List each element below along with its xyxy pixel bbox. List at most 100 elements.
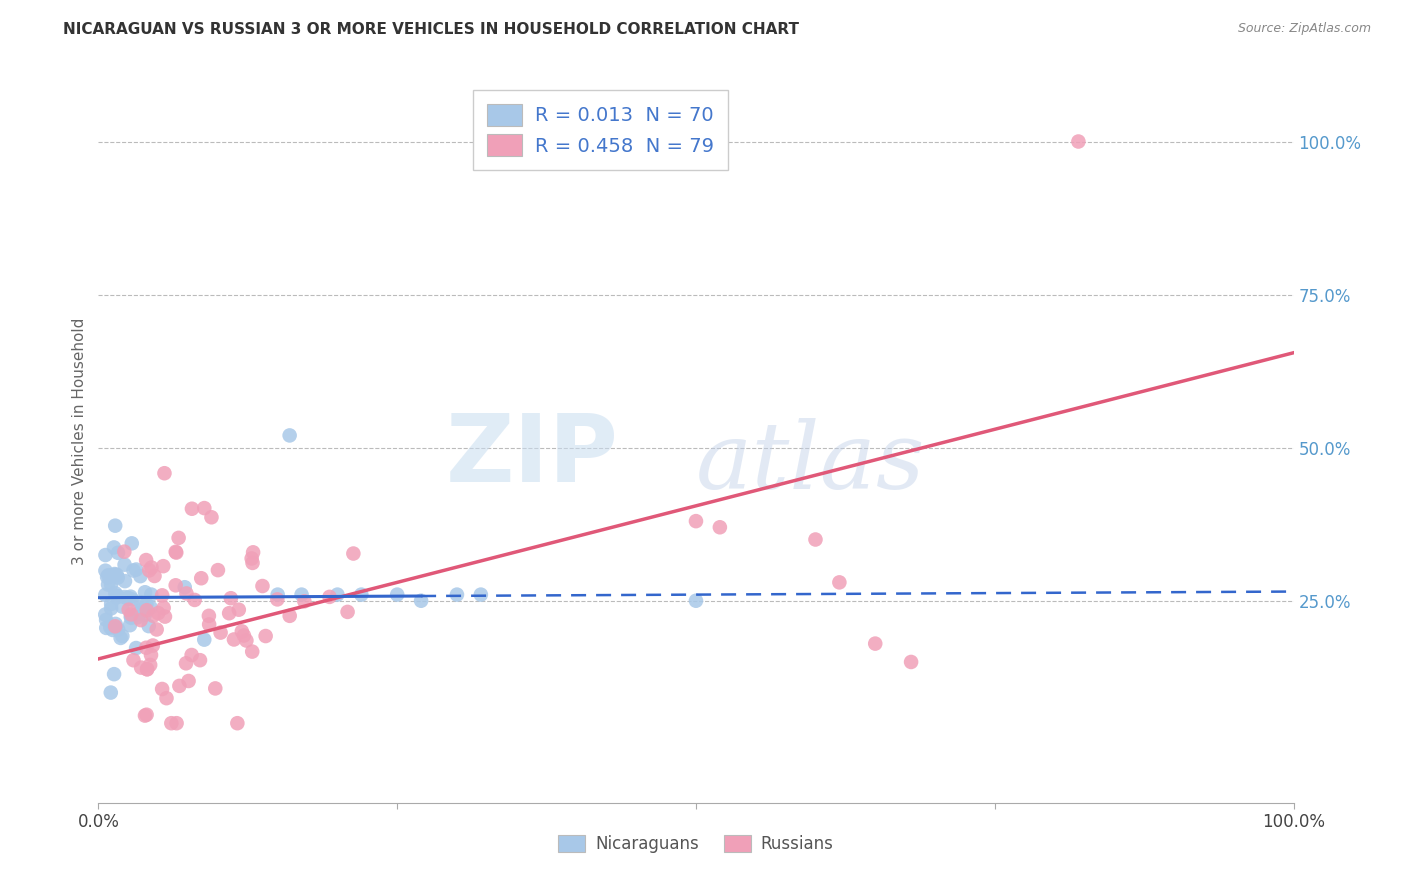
Point <box>342 547 364 561</box>
Point <box>1067 135 1090 149</box>
Point <box>142 639 165 653</box>
Point <box>104 616 127 631</box>
Point <box>240 551 263 566</box>
Point <box>135 553 157 567</box>
Point <box>291 588 314 602</box>
Point <box>685 514 707 528</box>
Point <box>139 657 162 672</box>
Point <box>101 623 124 637</box>
Point <box>865 637 887 651</box>
Point <box>219 591 242 606</box>
Point <box>218 606 240 620</box>
Point <box>411 593 433 607</box>
Point <box>166 716 188 731</box>
Point <box>292 594 315 608</box>
Point <box>117 591 139 605</box>
Point <box>177 673 200 688</box>
Point <box>174 657 197 671</box>
Point <box>804 533 827 547</box>
Point <box>226 716 249 731</box>
Point <box>139 600 162 615</box>
Point <box>135 603 157 617</box>
Point <box>142 608 165 623</box>
Point <box>107 571 129 585</box>
Point <box>278 608 301 623</box>
Point <box>94 548 117 562</box>
Point <box>143 569 166 583</box>
Point <box>103 541 125 555</box>
Point <box>240 644 263 658</box>
Point <box>100 597 122 611</box>
Point <box>105 591 128 605</box>
Point <box>138 563 160 577</box>
Point <box>165 578 187 592</box>
Point <box>200 510 222 524</box>
Point <box>204 681 226 696</box>
Point <box>129 569 152 583</box>
Point <box>103 568 125 582</box>
Point <box>107 590 129 604</box>
Point <box>152 559 174 574</box>
Point <box>252 579 274 593</box>
Point <box>145 623 167 637</box>
Legend: Nicaraguans, Russians: Nicaraguans, Russians <box>551 828 841 860</box>
Point <box>136 662 159 676</box>
Point <box>235 633 257 648</box>
Point <box>98 620 121 634</box>
Point <box>121 536 143 550</box>
Point <box>231 624 253 639</box>
Point <box>129 613 152 627</box>
Point <box>278 428 301 442</box>
Point <box>104 518 127 533</box>
Point <box>94 564 117 578</box>
Point <box>148 606 170 620</box>
Point <box>135 597 157 611</box>
Point <box>242 556 264 570</box>
Point <box>103 667 125 681</box>
Point <box>111 629 134 643</box>
Point <box>254 629 277 643</box>
Text: Source: ZipAtlas.com: Source: ZipAtlas.com <box>1237 22 1371 36</box>
Point <box>209 625 232 640</box>
Point <box>190 571 212 585</box>
Point <box>160 716 183 731</box>
Point <box>242 545 264 559</box>
Point <box>141 560 163 574</box>
Point <box>120 611 142 625</box>
Y-axis label: 3 or more Vehicles in Household: 3 or more Vehicles in Household <box>72 318 87 566</box>
Point <box>104 586 127 600</box>
Point <box>131 602 153 616</box>
Point <box>118 603 141 617</box>
Point <box>685 593 707 607</box>
Point <box>326 588 349 602</box>
Text: ZIP: ZIP <box>446 410 619 502</box>
Point <box>105 621 128 635</box>
Point <box>193 632 215 647</box>
Point <box>107 589 129 603</box>
Text: NICARAGUAN VS RUSSIAN 3 OR MORE VEHICLES IN HOUSEHOLD CORRELATION CHART: NICARAGUAN VS RUSSIAN 3 OR MORE VEHICLES… <box>63 22 799 37</box>
Point <box>129 595 152 609</box>
Point <box>114 574 136 588</box>
Point <box>318 590 340 604</box>
Point <box>100 601 122 615</box>
Point <box>135 707 157 722</box>
Point <box>100 577 122 591</box>
Point <box>176 586 198 600</box>
Point <box>120 590 142 604</box>
Point <box>181 501 204 516</box>
Point <box>121 592 143 607</box>
Point <box>165 545 187 559</box>
Point <box>97 577 120 591</box>
Point <box>138 619 160 633</box>
Point <box>150 588 173 602</box>
Point <box>100 685 122 699</box>
Point <box>167 531 190 545</box>
Point <box>153 609 176 624</box>
Point <box>114 558 136 572</box>
Point <box>173 580 195 594</box>
Point <box>180 648 202 662</box>
Point <box>107 623 129 637</box>
Point <box>152 600 174 615</box>
Point <box>139 648 162 662</box>
Point <box>198 608 221 623</box>
